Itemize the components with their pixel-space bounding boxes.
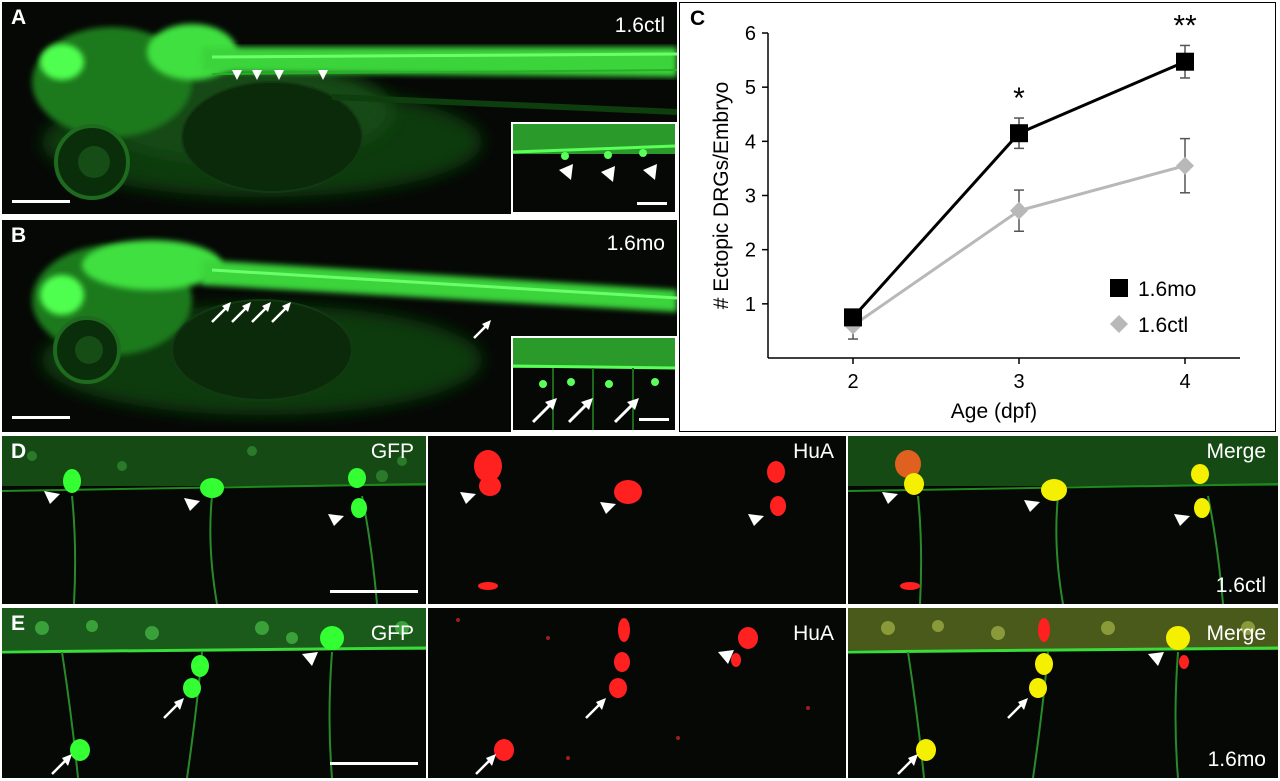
significance-marker: * <box>1013 82 1025 115</box>
channel-label-gfp: GFP <box>370 440 414 463</box>
panel-label-c: C <box>690 7 706 30</box>
channel-label-merge: Merge <box>1206 622 1266 645</box>
panel-b-condition: 1.6mo <box>606 232 665 255</box>
data-point <box>1176 52 1194 71</box>
channel-label-merge: Merge <box>1206 440 1266 463</box>
y-tick-label: 5 <box>745 77 756 99</box>
y-tick-label: 3 <box>745 186 756 208</box>
arrowheads-a <box>232 70 328 80</box>
y-axis-label: # Ectopic DRGs/Embryo <box>710 82 733 310</box>
y-tick-label: 6 <box>745 23 756 45</box>
arrows-b <box>211 302 491 339</box>
arrowhead-marker <box>274 70 284 80</box>
panel-a-image: A 1.6ctl <box>2 2 677 214</box>
panel-d-merge: Merge 1.6ctl <box>848 436 1278 604</box>
data-point <box>1176 156 1194 175</box>
channel-label-gfp: GFP <box>370 622 414 645</box>
data-point <box>1010 201 1028 220</box>
y-tick-label: 2 <box>745 240 756 262</box>
panel-d-hua: HuA <box>428 436 846 604</box>
panel-d-condition: 1.6ctl <box>1215 574 1266 597</box>
zebrafish-larva-image <box>32 240 677 415</box>
data-point <box>844 308 862 327</box>
panel-d-gfp: D GFP <box>2 436 426 604</box>
inset-scale-bar <box>639 418 669 421</box>
panel-e-gfp: E GFP <box>2 608 426 778</box>
y-tick-label: 4 <box>745 131 756 153</box>
scale-bar <box>330 590 418 593</box>
zebrafish-larva-image <box>32 24 677 200</box>
x-tick-label: 3 <box>1013 371 1024 393</box>
scale-bar <box>330 762 418 765</box>
scale-bar <box>12 416 70 419</box>
line-chart: 1 2 3 4 5 6 2 3 4 Age (dpf) # Ectopic DRGs/Embryo *… <box>710 9 1240 423</box>
panel-label-d: D <box>11 440 27 463</box>
legend-label: 1.6ctl <box>1138 314 1188 337</box>
arrowhead-marker <box>318 70 328 80</box>
panel-e-hua: HuA <box>428 608 846 778</box>
inset-b <box>511 336 677 432</box>
x-tick-label: 2 <box>847 371 858 393</box>
legend-marker <box>1110 315 1128 333</box>
significance-marker: ** <box>1173 9 1197 42</box>
x-axis-label: Age (dpf) <box>951 400 1037 423</box>
inset-scale-bar <box>637 202 667 205</box>
panel-e-merge: Merge 1.6mo <box>848 608 1278 778</box>
scale-bar <box>12 200 70 203</box>
legend-label: 1.6mo <box>1138 278 1196 301</box>
panel-e-condition: 1.6mo <box>1207 748 1266 771</box>
y-tick-label: 1 <box>745 294 756 316</box>
legend-marker <box>1110 279 1128 297</box>
panel-a-condition: 1.6ctl <box>614 14 665 37</box>
panel-label-b: B <box>11 224 27 247</box>
arrowhead-marker <box>252 70 262 80</box>
channel-label-hua: HuA <box>793 440 834 463</box>
data-point <box>1010 124 1028 143</box>
panel-c-chart: C 1 2 3 4 5 6 2 3 4 Age (dpf) # Ectopic DRGs/Embry… <box>679 2 1276 432</box>
arrowhead-marker <box>232 70 242 80</box>
panel-label-a: A <box>11 6 27 29</box>
x-tick-label: 4 <box>1179 371 1190 393</box>
panel-b-image: B 1.6mo <box>2 220 677 432</box>
channel-label-hua: HuA <box>793 622 834 645</box>
inset-a <box>511 122 677 214</box>
panel-label-e: E <box>11 612 26 635</box>
